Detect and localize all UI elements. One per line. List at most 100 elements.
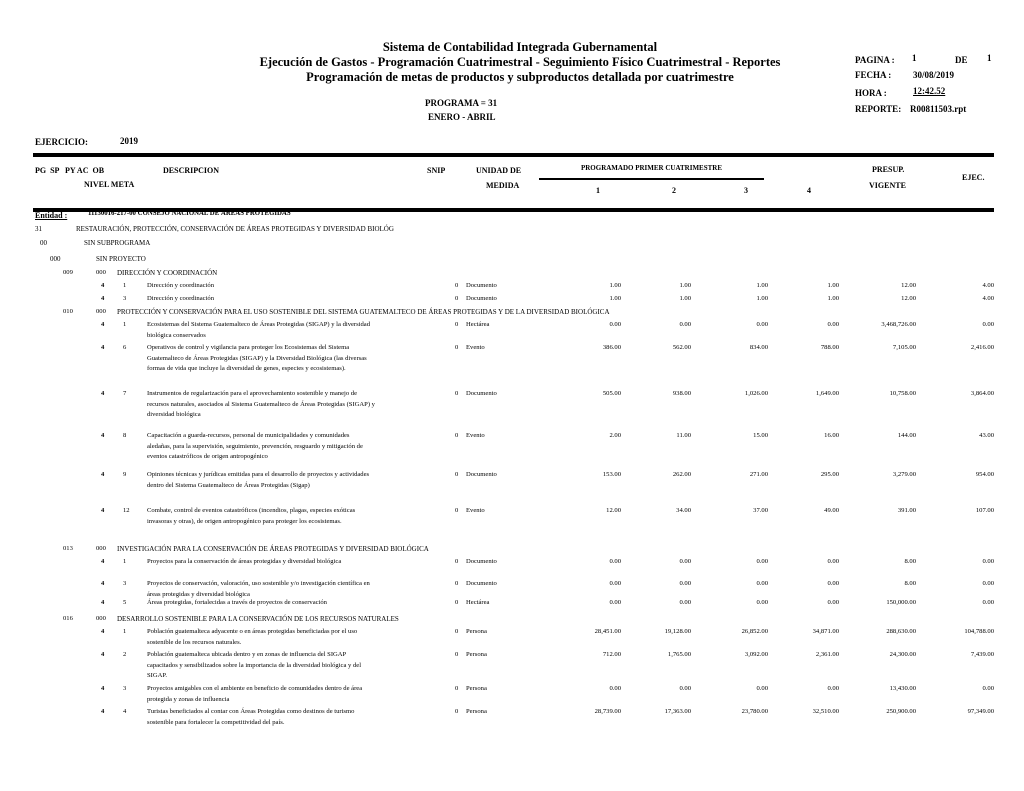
- presup-value: 10,758.00: [889, 390, 916, 397]
- hora-value: 12:42.52: [913, 86, 946, 96]
- activity-title: PROTECCIÓN Y CONSERVACIÓN PARA EL USO SO…: [117, 308, 610, 316]
- nivel: 4: [101, 651, 105, 658]
- unidad: Hectárea: [466, 321, 490, 328]
- programa-filter: PROGRAMA = 31: [425, 98, 498, 108]
- q2-value: 938.00: [672, 390, 691, 397]
- de-label: DE: [955, 55, 968, 65]
- reporte-value: R00811503.rpt: [910, 104, 967, 114]
- ejec-value: 0.00: [982, 580, 994, 587]
- col-q3: 3: [744, 186, 748, 195]
- ejercicio-label: EJERCICIO:: [35, 137, 89, 147]
- q1-value: 0.00: [609, 580, 621, 587]
- snip: 0: [455, 390, 459, 397]
- period: ENERO - ABRIL: [428, 112, 496, 122]
- nivel: 4: [101, 432, 105, 439]
- q3-value: 3,092.00: [744, 651, 768, 658]
- description: Dirección y coordinación: [147, 282, 215, 289]
- col-q1: 1: [596, 186, 600, 195]
- fecha-value: 30/08/2019: [913, 70, 955, 80]
- snip: 0: [455, 471, 459, 478]
- col-ejec: EJEC.: [962, 173, 985, 182]
- q1-value: 28,739.00: [594, 708, 621, 715]
- unidad: Documento: [466, 471, 497, 478]
- unidad: Documento: [466, 558, 497, 565]
- ejercicio-value: 2019: [120, 136, 138, 146]
- meta: 5: [123, 599, 127, 606]
- q3-value: 1.00: [756, 295, 768, 302]
- description: Ecosistemas del Sistema Guatemalteco de …: [147, 321, 371, 339]
- meta: 1: [123, 321, 127, 328]
- col-nivel-meta: NIVEL META: [84, 180, 135, 189]
- presup-value: 288,630.00: [886, 628, 916, 635]
- nivel: 4: [101, 390, 105, 397]
- q2-value: 562.00: [672, 344, 691, 351]
- q1-value: 1.00: [609, 295, 621, 302]
- fecha-label: FECHA :: [855, 70, 892, 80]
- snip: 0: [455, 708, 459, 715]
- q2-value: 34.00: [676, 507, 691, 514]
- pagina-label: PAGINA :: [855, 55, 895, 65]
- snip: 0: [455, 599, 459, 606]
- q4-value: 49.00: [824, 507, 839, 514]
- ejec-value: 0.00: [982, 321, 994, 328]
- programado-rule: [539, 178, 764, 180]
- snip: 0: [455, 628, 459, 635]
- q1-value: 712.00: [602, 651, 621, 658]
- q1-value: 0.00: [609, 321, 621, 328]
- presup-value: 3,468,726.00: [881, 321, 916, 328]
- unidad: Evento: [466, 507, 485, 514]
- q2-value: 17,363.00: [664, 708, 691, 715]
- q4-value: 0.00: [827, 558, 839, 565]
- meta: 3: [123, 295, 127, 302]
- presup-value: 250,900.00: [886, 708, 916, 715]
- programa-name: RESTAURACIÓN, PROTECCIÓN, CONSERVACIÓN D…: [76, 225, 394, 233]
- meta: 4: [123, 708, 127, 715]
- q3-value: 0.00: [756, 685, 768, 692]
- nivel: 4: [101, 599, 105, 606]
- proyecto-code: 000: [50, 255, 61, 263]
- ejec-value: 104,788.00: [964, 628, 994, 635]
- ejec-value: 4.00: [982, 295, 994, 302]
- nivel: 4: [101, 471, 105, 478]
- meta: 3: [123, 685, 127, 692]
- nivel: 4: [101, 282, 105, 289]
- ejec-value: 43.00: [979, 432, 994, 439]
- q1-value: 0.00: [609, 558, 621, 565]
- col-snip: SNIP: [427, 166, 446, 175]
- col-q4: 4: [807, 186, 811, 195]
- q2-value: 11.00: [676, 432, 691, 439]
- q1-value: 28,451.00: [594, 628, 621, 635]
- unidad: Persona: [466, 685, 487, 692]
- snip: 0: [455, 558, 459, 565]
- q2-value: 262.00: [672, 471, 691, 478]
- q4-value: 788.00: [820, 344, 839, 351]
- reporte-label: REPORTE:: [855, 104, 902, 114]
- presup-value: 24,300.00: [889, 651, 916, 658]
- q2-value: 0.00: [679, 599, 691, 606]
- q4-value: 32,510.00: [812, 708, 839, 715]
- proyecto-name: SIN PROYECTO: [96, 255, 146, 263]
- unidad: Persona: [466, 651, 487, 658]
- unidad: Evento: [466, 344, 485, 351]
- q4-value: 0.00: [827, 580, 839, 587]
- obra-code: 000: [96, 308, 106, 315]
- obra-code: 000: [96, 545, 106, 552]
- q3-value: 0.00: [756, 580, 768, 587]
- q3-value: 23,780.00: [741, 708, 768, 715]
- presup-value: 7,105.00: [892, 344, 916, 351]
- presup-value: 12.00: [901, 282, 916, 289]
- presup-value: 12.00: [901, 295, 916, 302]
- q4-value: 0.00: [827, 321, 839, 328]
- unidad: Persona: [466, 708, 487, 715]
- ejec-value: 0.00: [982, 599, 994, 606]
- system-title: Sistema de Contabilidad Integrada Gubern…: [382, 40, 658, 54]
- report-subtitle: Programación de metas de productos y sub…: [306, 70, 734, 84]
- meta: 7: [123, 390, 127, 397]
- description: Dirección y coordinación: [147, 295, 215, 302]
- obra-code: 000: [96, 615, 106, 622]
- meta: 6: [123, 344, 127, 351]
- q3-value: 26,852.00: [741, 628, 768, 635]
- q4-value: 34,871.00: [812, 628, 839, 635]
- meta: 12: [123, 507, 130, 514]
